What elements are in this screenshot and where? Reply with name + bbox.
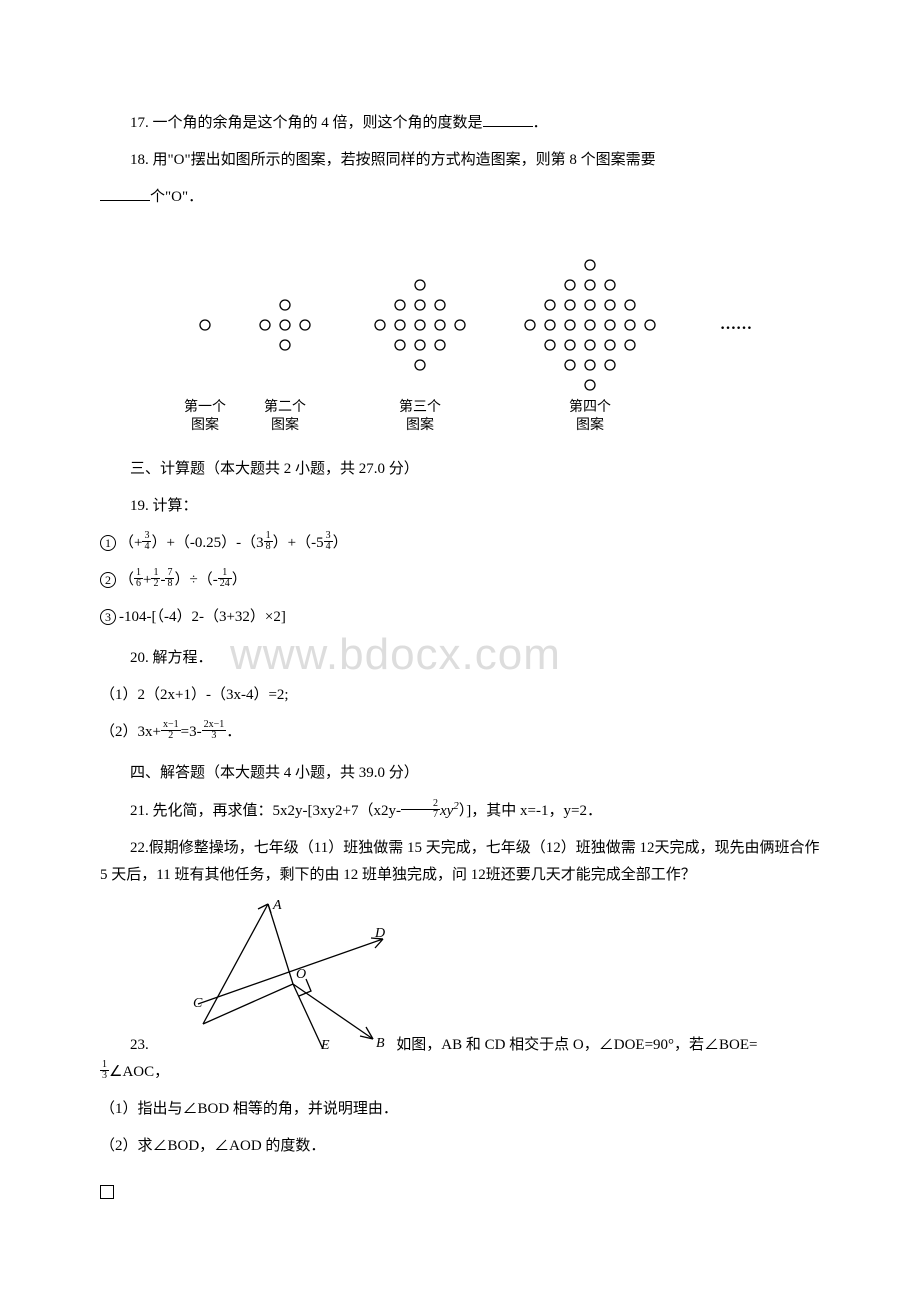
pattern-ellipsis: …… <box>720 316 752 333</box>
q20-line2: （2）3x+x−12=3-2x−13． <box>100 719 820 746</box>
label-o: O <box>296 967 306 982</box>
label-e: E <box>320 1038 330 1049</box>
trailing-box <box>100 1178 820 1205</box>
q20-title: 解方程． <box>153 650 213 666</box>
q21: 21. 先化简，再求值：5x2y-[3xy2+7（x2y-27xy2）]，其中 … <box>100 797 820 825</box>
q19-line1: 1（+34）+（-0.25）-（318）+（-534） <box>100 530 820 557</box>
q18-cont: 个"O"． <box>100 184 820 211</box>
q22: 22.假期修整操场，七年级（11）班独做需 15 天完成，七年级（12）班独做需… <box>100 835 820 889</box>
q23-wrap: 23. <box>100 899 820 1160</box>
svg-text:图案: 图案 <box>576 416 604 433</box>
frac: 124 <box>218 568 232 589</box>
q17-text-a: 一个角的余角是这个角的 4 倍，则这个角的度数是 <box>153 115 483 131</box>
q20-head: 20. 解方程． <box>100 645 820 672</box>
circled-2: 2 <box>100 572 116 588</box>
q19-line2: 2（16+12-78）÷（-124） <box>100 567 820 594</box>
q19-title: 计算： <box>153 498 198 514</box>
label-c: C <box>193 996 203 1011</box>
q23-frac-line: 13∠AOC， <box>100 1059 820 1086</box>
box-icon <box>100 1185 114 1199</box>
q23-sub2: （2）求∠BOD，∠AOD 的度数． <box>100 1133 820 1160</box>
frac: 18 <box>264 531 273 552</box>
q17-num: 17. <box>130 115 149 131</box>
svg-text:图案: 图案 <box>406 416 434 433</box>
q18-blank <box>100 186 150 201</box>
q18: 18. 用"O"摆出如图所示的图案，若按照同样的方式构造图案，则第 8 个图案需… <box>100 147 820 174</box>
frac: 78 <box>165 568 174 589</box>
svg-text:第一个: 第一个 <box>184 398 226 415</box>
q17-blank <box>483 112 533 127</box>
q23-num: 23. <box>130 1037 149 1053</box>
q23-figure: A D C B E O <box>153 899 393 1059</box>
q22-num: 22. <box>130 840 149 856</box>
frac: 16 <box>134 568 143 589</box>
svg-text:图案: 图案 <box>191 416 219 433</box>
q23-sub1: （1）指出与∠BOD 相等的角，并说明理由． <box>100 1096 820 1123</box>
frac: 27 <box>401 799 440 820</box>
frac: 34 <box>142 531 151 552</box>
q21-num: 21. <box>130 803 149 819</box>
q18-num: 18. <box>130 152 149 168</box>
frac: 2x−13 <box>202 720 227 741</box>
svg-text:第三个: 第三个 <box>399 398 441 415</box>
q19-num: 19. <box>130 498 149 514</box>
frac: 13 <box>100 1060 109 1081</box>
q17-text-b: ． <box>533 115 548 131</box>
frac: 12 <box>151 568 160 589</box>
q20-line1: （1）2（2x+1）-（3x-4）=2; <box>100 682 820 709</box>
q20-num: 20. <box>130 650 149 666</box>
q18-text-b: 个"O"． <box>150 189 203 205</box>
circled-3: 3 <box>100 609 116 625</box>
label-a: A <box>272 899 282 913</box>
q19-line3: 3-104-[（-4）2-（3+32）×2] <box>100 604 820 631</box>
frac: 34 <box>324 531 333 552</box>
q17: 17. 一个角的余角是这个角的 4 倍，则这个角的度数是 ． <box>100 110 820 137</box>
pattern-figure: …… 第一个图案 第二个图案 第三个图案 第四个图案 <box>100 221 820 441</box>
svg-text:第二个: 第二个 <box>264 398 306 415</box>
q18-text-a: 用"O"摆出如图所示的图案，若按照同样的方式构造图案，则第 8 个图案需要 <box>153 152 656 168</box>
section4-title: 四、解答题（本大题共 4 小题，共 39.0 分） <box>100 760 820 787</box>
frac: x−12 <box>161 720 181 741</box>
svg-text:图案: 图案 <box>271 416 299 433</box>
q19-head: 19. 计算： <box>100 493 820 520</box>
circled-1: 1 <box>100 535 116 551</box>
section3-title: 三、计算题（本大题共 2 小题，共 27.0 分） <box>100 456 820 483</box>
label-d: D <box>374 926 385 941</box>
svg-text:第四个: 第四个 <box>569 398 611 415</box>
label-b: B <box>376 1036 385 1049</box>
